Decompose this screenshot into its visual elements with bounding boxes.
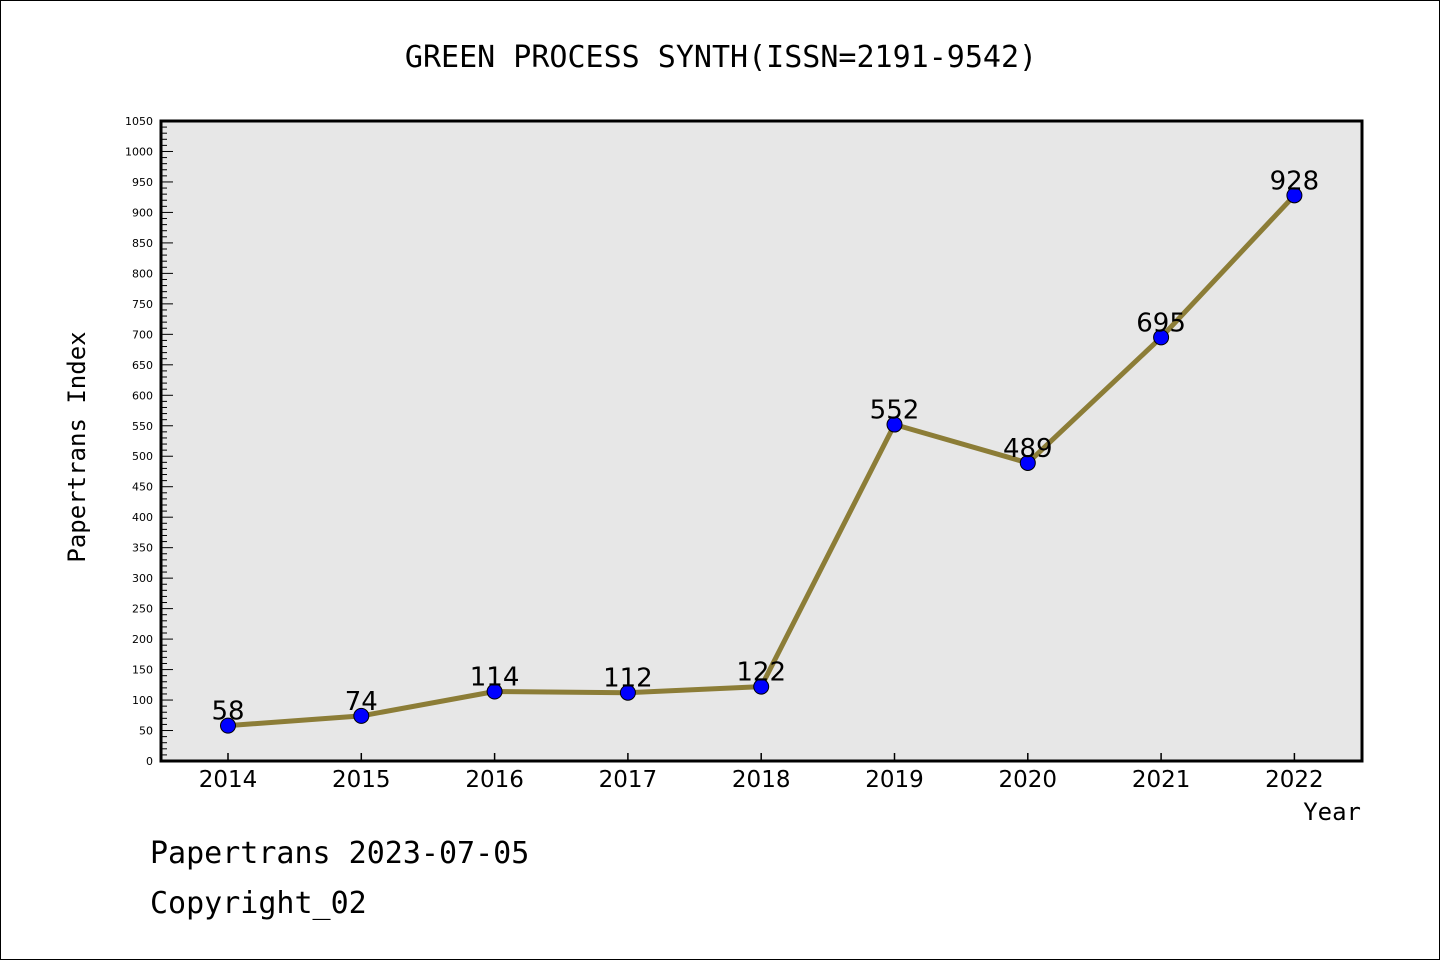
footer-date: Papertrans 2023-07-05 bbox=[150, 836, 530, 871]
data-point bbox=[886, 416, 903, 433]
x-tick-label: 2022 bbox=[1265, 767, 1324, 793]
data-labels: 58 74 114 112 122 552 489 695 928 bbox=[211, 166, 1319, 726]
chart-title: GREEN PROCESS SYNTH(ISSN=2191-9542) bbox=[405, 40, 1037, 75]
x-axis-label: Year bbox=[1303, 798, 1361, 826]
y-axis-ticks: 0 50 100 150 200 250 300 350 400 450 500 550 600 650 7… bbox=[125, 115, 173, 768]
y-tick-label: 0 bbox=[146, 755, 153, 768]
y-tick-label: 950 bbox=[132, 176, 153, 189]
y-tick-label: 250 bbox=[132, 603, 153, 616]
y-tick-label: 850 bbox=[132, 237, 153, 250]
data-point bbox=[486, 683, 503, 700]
data-label: 58 bbox=[211, 697, 244, 727]
data-label: 114 bbox=[470, 663, 520, 693]
y-axis-label: Papertrans Index bbox=[63, 331, 91, 562]
data-label: 695 bbox=[1136, 308, 1186, 338]
plot-area bbox=[161, 121, 1362, 761]
y-tick-label: 600 bbox=[132, 389, 153, 402]
x-tick-label: 2015 bbox=[332, 767, 391, 793]
data-point bbox=[220, 717, 236, 734]
data-point bbox=[1019, 454, 1036, 471]
x-axis-ticks: 2014 2015 2016 2017 2018 2019 2020 2021 2022 bbox=[199, 753, 1324, 793]
x-tick-label: 2017 bbox=[599, 767, 658, 793]
y-tick-label: 400 bbox=[132, 511, 153, 524]
data-point bbox=[1286, 187, 1303, 204]
y-tick-label: 200 bbox=[132, 633, 153, 646]
data-label: 489 bbox=[1003, 434, 1053, 464]
y-tick-label: 650 bbox=[132, 359, 153, 372]
x-tick-label: 2018 bbox=[732, 767, 791, 793]
data-label: 552 bbox=[870, 396, 920, 426]
data-label: 74 bbox=[345, 687, 378, 717]
y-tick-label: 100 bbox=[132, 694, 153, 707]
data-point bbox=[1153, 329, 1170, 346]
y-tick-label: 900 bbox=[132, 206, 153, 219]
x-tick-label: 2020 bbox=[999, 767, 1058, 793]
x-tick-label: 2014 bbox=[199, 767, 258, 793]
data-label: 122 bbox=[736, 658, 786, 688]
y-tick-label: 1000 bbox=[125, 145, 153, 158]
plot-frame bbox=[159, 119, 1364, 763]
footer-copyright: Copyright_02 bbox=[150, 886, 367, 921]
x-tick-label: 2016 bbox=[465, 767, 524, 793]
y-tick-label: 150 bbox=[132, 664, 153, 677]
y-tick-label: 50 bbox=[139, 725, 153, 738]
y-tick-label: 550 bbox=[132, 420, 153, 433]
y-tick-label: 450 bbox=[132, 481, 153, 494]
data-point bbox=[753, 678, 770, 695]
y-tick-label: 300 bbox=[132, 572, 153, 585]
x-tick-label: 2019 bbox=[865, 767, 924, 793]
x-tick-label: 2021 bbox=[1132, 767, 1191, 793]
data-points bbox=[220, 187, 1303, 734]
data-label: 112 bbox=[603, 664, 653, 694]
data-label: 928 bbox=[1270, 166, 1320, 196]
y-tick-label: 1050 bbox=[125, 115, 153, 128]
y-tick-label: 750 bbox=[132, 298, 153, 311]
data-point bbox=[353, 707, 370, 724]
y-tick-label: 350 bbox=[132, 542, 153, 555]
y-tick-label: 500 bbox=[132, 450, 153, 463]
data-point bbox=[619, 684, 636, 701]
y-tick-label: 800 bbox=[132, 267, 153, 280]
y-tick-label: 700 bbox=[132, 328, 153, 341]
